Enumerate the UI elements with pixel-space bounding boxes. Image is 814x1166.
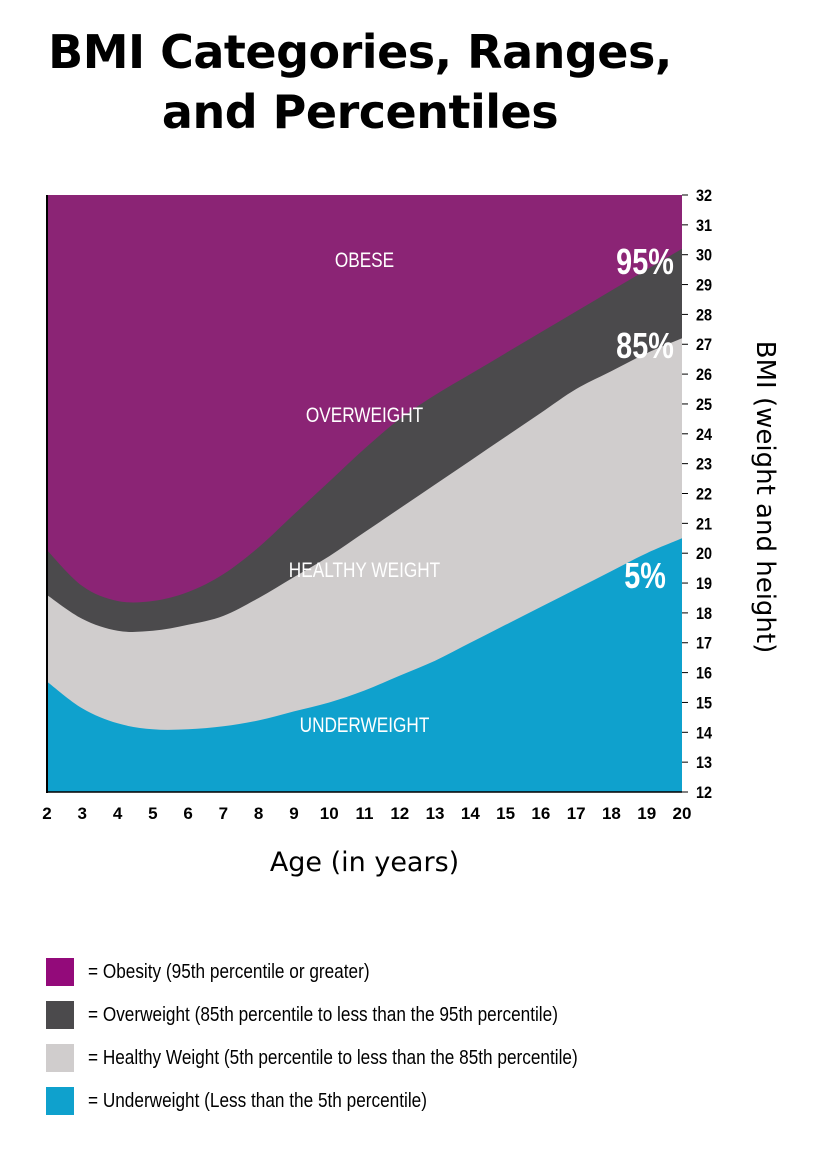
x-tick-label: 4: [113, 804, 123, 823]
y-tick-label: 30: [696, 247, 712, 265]
x-tick-label: 3: [78, 804, 87, 823]
y-tick-label: 18: [696, 605, 712, 623]
percentile-95-label: 95%: [616, 241, 674, 282]
y-tick-label: 28: [696, 306, 712, 324]
x-tick-label: 18: [602, 804, 621, 823]
y-tick-label: 14: [696, 724, 712, 742]
x-tick-label: 19: [637, 804, 656, 823]
y-tick-label: 17: [696, 635, 712, 653]
legend-item-healthy-weight: = Healthy Weight (5th percentile to less…: [46, 1044, 657, 1072]
x-tick-label: 11: [356, 804, 374, 823]
legend-item-obesity: = Obesity (95th percentile or greater): [46, 958, 657, 986]
y-tick-label: 16: [696, 665, 712, 683]
y-tick-label: 20: [696, 545, 712, 563]
legend-swatch-healthy-weight: [46, 1044, 74, 1072]
chart-title: BMI Categories, Ranges, and Percentiles: [0, 22, 720, 142]
x-axis-title: Age (in years): [270, 847, 459, 878]
healthy-weight-region-label: HEALTHY WEIGHT: [289, 560, 441, 583]
y-tick-label: 32: [696, 187, 712, 205]
legend-item-underweight: = Underweight (Less than the 5th percent…: [46, 1087, 657, 1115]
y-tick-label: 23: [696, 456, 712, 474]
y-tick-label: 13: [696, 754, 712, 772]
legend-swatch-underweight: [46, 1087, 74, 1115]
legend: = Obesity (95th percentile or greater) =…: [46, 958, 657, 1130]
x-tick-label: 16: [531, 804, 550, 823]
x-tick-label: 9: [289, 804, 298, 823]
y-axis-title: BMI (weight and height): [750, 341, 780, 653]
chart-title-line-2: and Percentiles: [161, 85, 559, 139]
legend-label-underweight: = Underweight (Less than the 5th percent…: [88, 1089, 427, 1112]
y-tick-label: 22: [696, 485, 712, 503]
chart-title-line-1: BMI Categories, Ranges,: [48, 25, 672, 79]
x-tick-label: 13: [426, 804, 445, 823]
x-tick-label: 20: [673, 804, 692, 823]
legend-label-overweight: = Overweight (85th percentile to less th…: [88, 1003, 558, 1026]
legend-swatch-obesity: [46, 958, 74, 986]
y-tick-label: 19: [696, 575, 712, 593]
y-tick-label: 27: [696, 336, 712, 354]
y-tick-label: 21: [696, 515, 712, 533]
x-tick-label: 8: [254, 804, 263, 823]
x-tick-label: 5: [148, 804, 157, 823]
y-tick-label: 26: [696, 366, 712, 384]
x-tick-label: 12: [390, 804, 409, 823]
y-tick-label: 24: [696, 426, 712, 444]
x-tick-label: 6: [183, 804, 192, 823]
overweight-region-label: OVERWEIGHT: [306, 405, 424, 428]
y-tick-label: 12: [696, 784, 712, 802]
x-tick-label: 7: [219, 804, 228, 823]
x-tick-label: 14: [461, 804, 480, 823]
y-tick-label: 31: [696, 217, 712, 235]
x-tick-label: 10: [320, 804, 339, 823]
y-tick-label: 29: [696, 277, 712, 295]
percentile-5-label: 5%: [624, 555, 666, 596]
legend-swatch-overweight: [46, 1001, 74, 1029]
y-tick-label: 25: [696, 396, 712, 414]
obese-region-label: OBESE: [335, 250, 394, 273]
legend-label-obesity: = Obesity (95th percentile or greater): [88, 960, 370, 983]
legend-item-overweight: = Overweight (85th percentile to less th…: [46, 1001, 657, 1029]
underweight-region-label: UNDERWEIGHT: [300, 715, 430, 738]
x-tick-label: 17: [567, 804, 586, 823]
x-tick-label: 15: [496, 804, 515, 823]
legend-label-healthy-weight: = Healthy Weight (5th percentile to less…: [88, 1046, 578, 1069]
obese-region: [47, 195, 682, 603]
percentile-85-label: 85%: [616, 325, 674, 366]
x-tick-label: 2: [42, 804, 51, 823]
y-tick-label: 15: [696, 694, 712, 712]
